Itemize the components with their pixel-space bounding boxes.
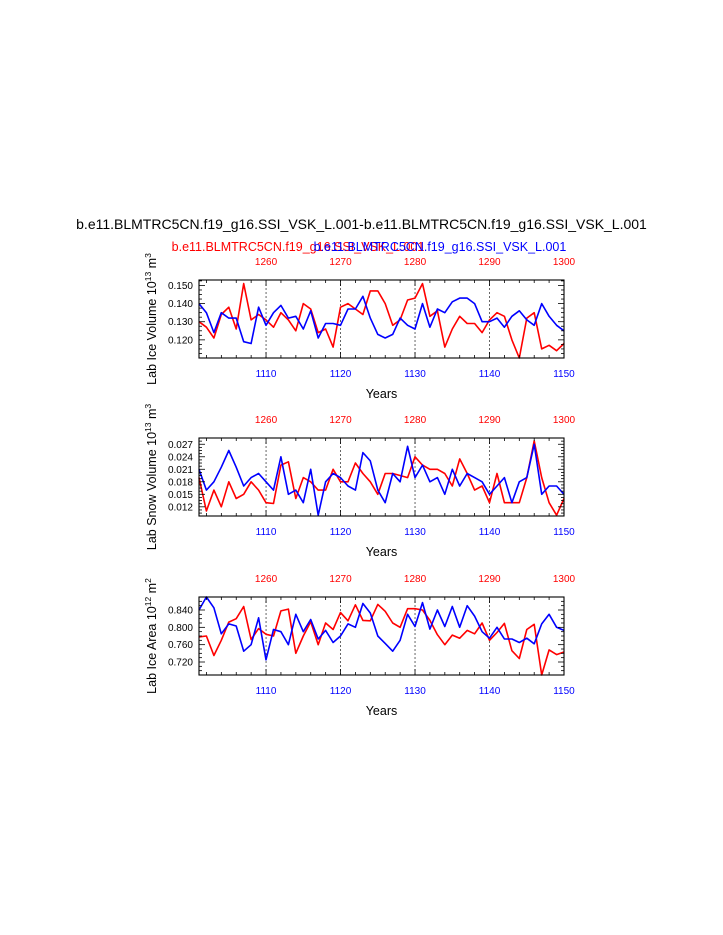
x-tick-label-top: 1260 [255, 257, 278, 268]
x-tick-label-top: 1290 [478, 415, 501, 426]
y-tick-label: 0.130 [168, 317, 193, 328]
panel-3: 1110 1120 1130 1140 1150 1260 1270 1280 1290 1300… [143, 574, 576, 718]
y-axis-label-exp: 13 [143, 422, 153, 432]
x-tick-label-top: 1290 [478, 257, 501, 268]
y-tick-label: 0.012 [168, 502, 193, 513]
x-axis-label: Years [366, 704, 398, 718]
y-axis-label-unit: m [145, 258, 159, 272]
y-axis-label: Lab Ice Area 1012 m2 [143, 578, 159, 694]
y-tick-label: 0.140 [168, 299, 193, 310]
y-tick-label: 0.120 [168, 335, 193, 346]
y-tick-label: 0.015 [168, 490, 193, 501]
x-tick-label-bottom: 1150 [553, 686, 575, 697]
y-axis-label-main: Lab Snow Volume 10 [145, 432, 159, 550]
x-tick-label-top: 1290 [478, 574, 501, 585]
series-line-blue [198, 596, 565, 661]
x-tick-label-bottom: 1130 [404, 686, 426, 697]
x-tick-label-bottom: 1110 [256, 527, 277, 538]
x-tick-label-bottom: 1140 [479, 369, 501, 380]
y-axis-label-unit: m [145, 583, 159, 597]
x-tick-label-top: 1280 [404, 574, 427, 585]
x-tick-label-top: 1300 [553, 257, 576, 268]
x-tick-label-top: 1270 [329, 257, 352, 268]
x-tick-label-bottom: 1110 [256, 369, 277, 380]
plot-frame [198, 437, 565, 517]
x-tick-label-bottom: 1140 [479, 686, 501, 697]
y-axis-label-exp: 13 [143, 272, 153, 282]
x-tick-label-top: 1300 [553, 574, 576, 585]
y-tick-label: 0.018 [168, 477, 193, 488]
y-tick-label: 0.760 [168, 640, 193, 651]
x-tick-label-bottom: 1130 [404, 527, 426, 538]
y-axis-label-unit: m [145, 409, 159, 423]
x-tick-label-top: 1270 [329, 415, 352, 426]
x-tick-label-top: 1260 [255, 574, 278, 585]
y-tick-label: 0.021 [168, 465, 193, 476]
y-tick-label: 0.150 [168, 281, 193, 292]
y-axis-label-exp: 2 [143, 578, 153, 583]
series-line-red [198, 282, 565, 359]
x-tick-label-bottom: 1120 [330, 527, 352, 538]
y-axis-label-exp: 12 [143, 597, 153, 607]
panel-2: 1110 1120 1130 1140 1150 1260 1270 1280 1290 1300… [143, 404, 576, 559]
y-axis-label-main: Lab Ice Area 10 [145, 606, 159, 694]
x-tick-label-bottom: 1120 [330, 686, 352, 697]
y-tick-label: 0.840 [168, 606, 193, 617]
y-axis-label: Lab Ice Volume 1013 m3 [143, 253, 159, 385]
y-axis-label: Lab Snow Volume 1013 m3 [143, 404, 159, 551]
x-tick-label-bottom: 1110 [256, 686, 277, 697]
chart-title: b.e11.BLMTRC5CN.f19_g16.SSI_VSK_L.001-b.… [76, 216, 647, 232]
x-tick-label-top: 1280 [404, 415, 427, 426]
x-tick-label-bottom: 1130 [404, 369, 426, 380]
y-axis-label-main: Lab Ice Volume 10 [145, 281, 159, 385]
y-tick-label: 0.720 [168, 658, 193, 669]
y-axis-label-exp: 3 [143, 253, 153, 258]
x-axis-label: Years [366, 545, 398, 559]
series-line-blue [198, 443, 565, 517]
panel-1: 1110 1120 1130 1140 1150 1260 1270 1280 1290 1300… [143, 253, 576, 401]
subtitle-blue: b.e11.BLMTRC5CN.f19_g16.SSI_VSK_L.001 [314, 240, 567, 254]
series-line-blue [198, 295, 565, 345]
y-tick-label: 0.800 [168, 623, 193, 634]
x-tick-label-bottom: 1140 [479, 527, 501, 538]
x-axis-label: Years [366, 387, 398, 401]
x-tick-label-bottom: 1120 [330, 369, 352, 380]
y-tick-label: 0.024 [168, 452, 193, 463]
x-tick-label-top: 1270 [329, 574, 352, 585]
x-tick-label-top: 1280 [404, 257, 427, 268]
y-axis-label-exp: 3 [143, 404, 153, 409]
series-line-red [198, 440, 565, 517]
series-line-red [198, 603, 565, 676]
y-tick-label: 0.027 [168, 440, 193, 451]
x-tick-label-top: 1300 [553, 415, 576, 426]
x-tick-label-bottom: 1150 [553, 369, 575, 380]
x-tick-label-top: 1260 [255, 415, 278, 426]
x-tick-label-bottom: 1150 [553, 527, 575, 538]
plot-frame [198, 279, 565, 359]
subtitle-red: b.e11.BLMTRC5CN.f19_g16.SSI_VSK_L.001 [172, 240, 425, 254]
